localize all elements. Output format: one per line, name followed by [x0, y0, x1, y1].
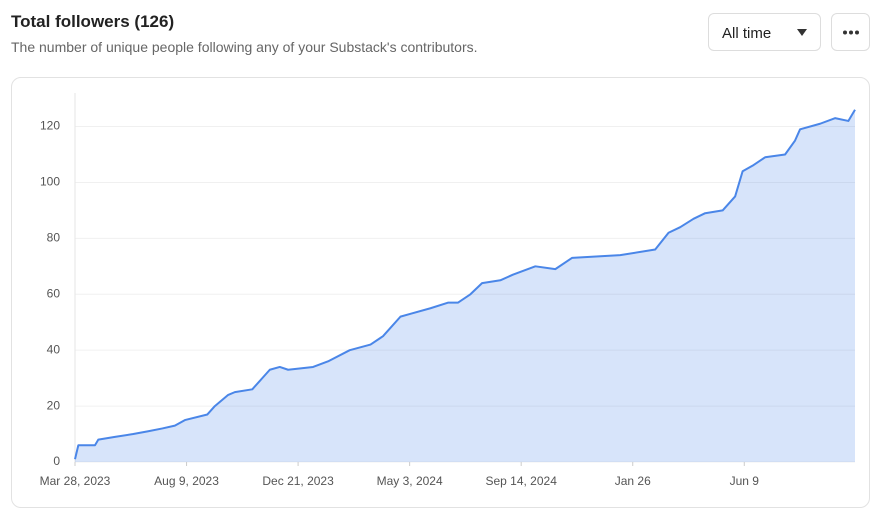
x-tick-label: Sep 14, 2024: [485, 474, 557, 488]
y-tick-label: 120: [40, 119, 60, 133]
subtitle: The number of unique people following an…: [11, 39, 478, 55]
more-menu-button[interactable]: [831, 13, 870, 51]
y-tick-label: 20: [47, 398, 61, 412]
y-tick-label: 100: [40, 175, 60, 189]
x-tick-label: Dec 21, 2023: [262, 474, 334, 488]
y-tick-label: 0: [53, 454, 60, 468]
y-tick-label: 80: [47, 231, 61, 245]
y-tick-label: 60: [47, 286, 61, 300]
dropdown-arrow: [797, 29, 807, 36]
chart-card: [11, 77, 870, 508]
x-tick-label: May 3, 2024: [377, 474, 443, 488]
x-tick-label: Jan 26: [615, 474, 651, 488]
dots-icon: [843, 30, 859, 35]
line: [74, 109, 856, 460]
x-tick-label: Jun 9: [730, 474, 760, 488]
area: [75, 109, 855, 462]
y-tick-label: 40: [47, 342, 61, 356]
x-tick-label: Mar 28, 2023: [40, 474, 111, 488]
time-range-dropdown[interactable]: All time: [708, 13, 821, 51]
title: Total followers (126): [11, 12, 175, 31]
x-tick-label: Aug 9, 2023: [154, 474, 219, 488]
dropdown-label: All time: [722, 25, 772, 42]
